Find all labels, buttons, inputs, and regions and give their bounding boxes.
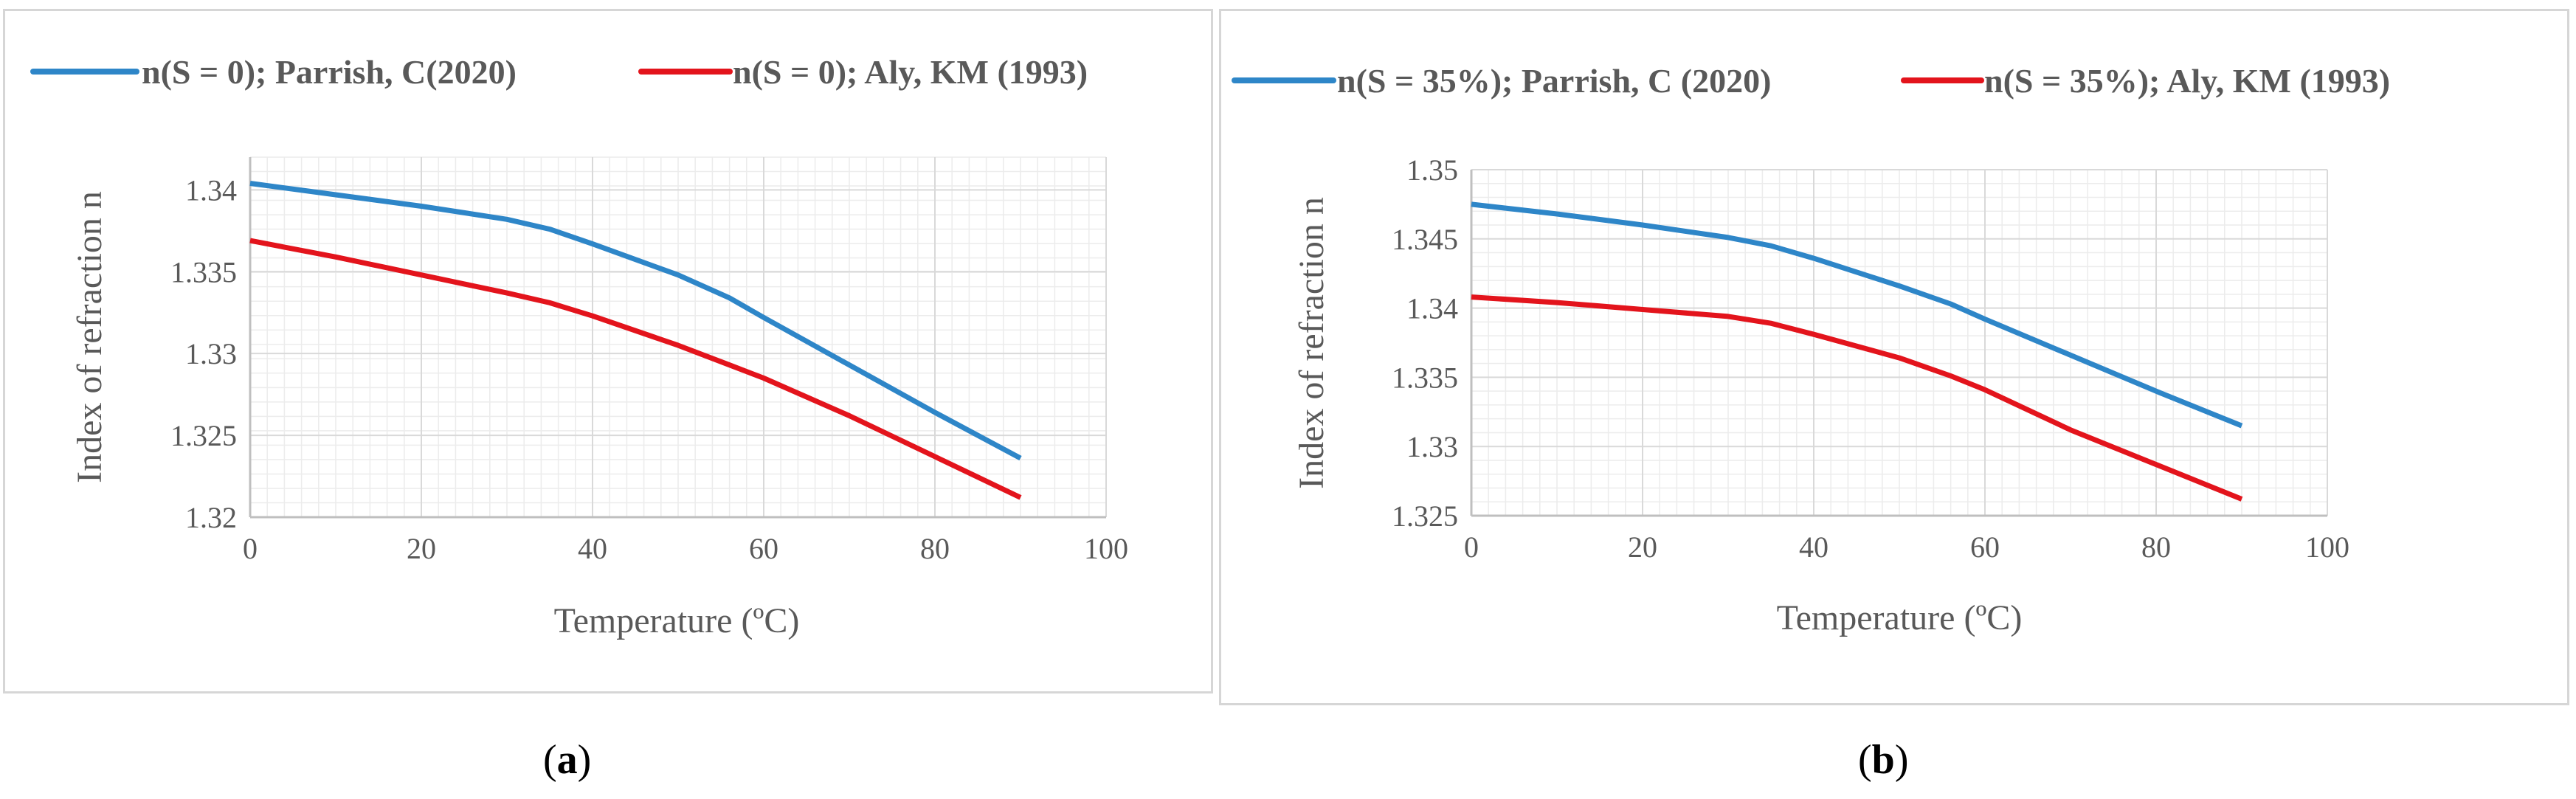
x-tick-label: 80 [920, 532, 950, 565]
y-tick-label: 1.33 [185, 337, 237, 370]
chart-b: 0 20 40 60 80 100 1.325 1.33 1.335 1.34 1.345 1.35 T… [1232, 62, 2390, 637]
caption-a-label: a [556, 737, 578, 783]
x-tick-label: 100 [1084, 532, 1128, 565]
x-tick-label: 0 [243, 532, 258, 565]
y-tick-label: 1.34 [1406, 292, 1458, 325]
y-tick-label: 1.34 [185, 173, 237, 207]
series-line-parrish [1471, 201, 2243, 429]
chart-panel-a: 0 20 40 60 80 100 1.32 1.325 1.33 1.335 1.34 Temper… [3, 9, 1213, 693]
x-tick-label: 80 [2141, 530, 2171, 564]
series-line-parrish [249, 181, 1022, 461]
series-line-aly [249, 238, 1022, 500]
chart-panel-b: 0 20 40 60 80 100 1.325 1.33 1.335 1.34 1.345 1.35 T… [1219, 9, 2569, 705]
y-tick-label: 1.32 [185, 501, 237, 534]
x-tick-label: 0 [1464, 530, 1479, 564]
y-tick-label: 1.335 [170, 255, 237, 288]
x-tick-label: 60 [1970, 530, 2000, 564]
y-tick-label: 1.325 [1392, 499, 1458, 533]
chart-a: 0 20 40 60 80 100 1.32 1.325 1.33 1.335 1.34 Temper… [30, 53, 1128, 640]
caption-b-label: b [1871, 737, 1895, 783]
y-tick-label: 1.345 [1392, 223, 1458, 256]
x-tick-label: 20 [407, 532, 436, 565]
x-tick-label: 40 [1799, 530, 1829, 564]
y-tick-label: 1.35 [1406, 153, 1458, 187]
legend-label-aly: n(S = 0); Aly, KM (1993) [733, 53, 1088, 91]
caption-a: (a) [543, 737, 592, 783]
x-axis-title: Temperature (ºC) [554, 601, 800, 640]
x-axis-title: Temperature (ºC) [1777, 598, 2023, 637]
y-tick-label: 1.325 [170, 419, 237, 452]
x-tick-label: 100 [2305, 530, 2349, 564]
legend-label-parrish: n(S = 0); Parrish, C(2020) [142, 53, 517, 91]
y-tick-label: 1.33 [1406, 430, 1458, 463]
caption-b: (b) [1858, 737, 1909, 783]
series-line-aly [1471, 294, 2243, 502]
y-axis-title: Index of refraction n [70, 191, 109, 483]
x-tick-label: 20 [1628, 530, 1657, 564]
x-tick-label: 60 [749, 532, 778, 565]
y-axis-title: Index of refraction n [1292, 197, 1331, 489]
x-tick-label: 40 [578, 532, 607, 565]
legend-label-parrish: n(S = 35%); Parrish, C (2020) [1337, 62, 1771, 100]
y-tick-label: 1.335 [1392, 361, 1458, 394]
legend-label-aly: n(S = 35%); Aly, KM (1993) [1984, 62, 2390, 100]
